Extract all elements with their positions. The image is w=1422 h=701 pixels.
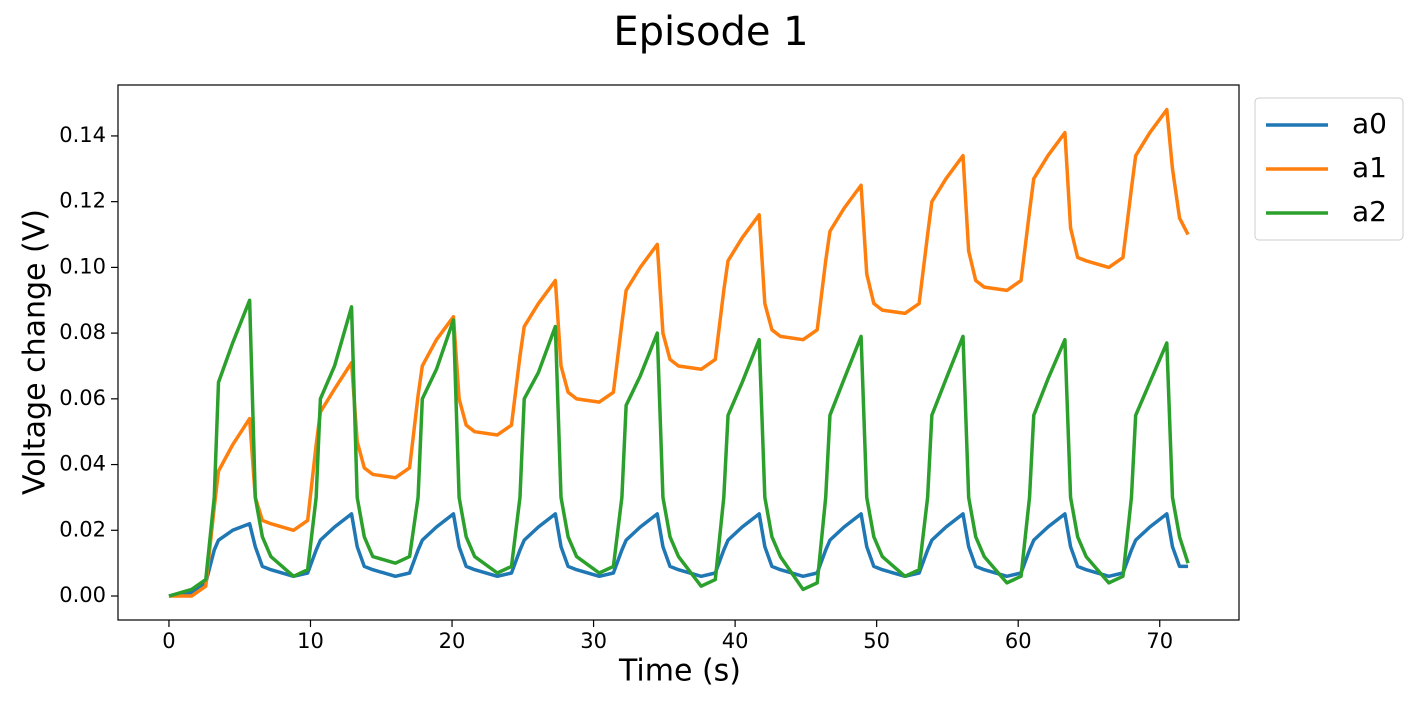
y-tick-label: 0.04 — [59, 452, 106, 476]
x-tick-label: 30 — [580, 629, 607, 653]
y-tick-label: 0.08 — [59, 320, 106, 344]
y-tick-label: 0.00 — [59, 583, 106, 607]
x-tick-label: 20 — [439, 629, 466, 653]
axes-frame — [117, 84, 1240, 621]
y-tick-label: 0.12 — [59, 189, 106, 213]
y-tick-label: 0.06 — [59, 386, 106, 410]
x-tick-label: 70 — [1146, 629, 1173, 653]
plot-area — [168, 107, 1190, 598]
legend-label: a0 — [1352, 107, 1387, 140]
data-line — [168, 512, 1189, 598]
x-tick-label: 0 — [162, 629, 175, 653]
x-tick-label: 10 — [297, 629, 324, 653]
y-axis-label: Voltage change (V) — [18, 209, 53, 495]
x-tick-label: 60 — [1005, 629, 1032, 653]
legend — [1254, 97, 1404, 241]
y-tick-label: 0.10 — [59, 254, 106, 278]
x-axis-label: Time (s) — [618, 654, 741, 689]
y-tick-label: 0.02 — [59, 517, 106, 541]
legend-label: a1 — [1352, 151, 1387, 184]
x-tick-label: 40 — [722, 629, 749, 653]
y-tick-label: 0.14 — [59, 123, 106, 147]
legend-label: a2 — [1352, 195, 1387, 228]
x-tick-label: 50 — [863, 629, 890, 653]
data-line — [168, 107, 1190, 598]
chart-title: Episode 1 — [613, 9, 808, 55]
data-line — [168, 298, 1190, 598]
